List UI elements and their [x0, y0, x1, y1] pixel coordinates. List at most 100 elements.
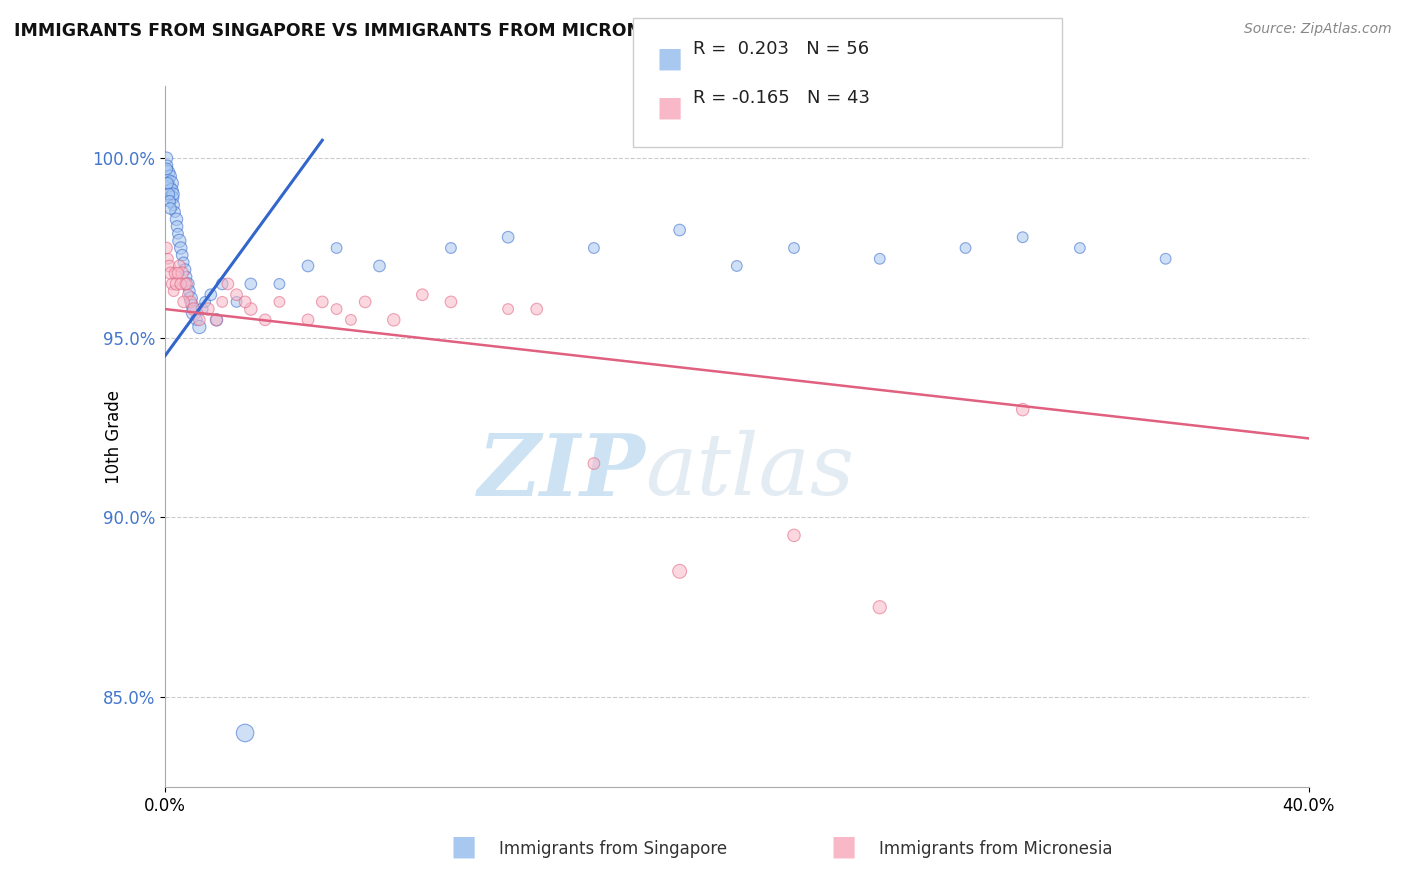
Point: [297, 259, 319, 273]
Point: [180, 294, 202, 309]
Point: [496, 230, 519, 244]
Point: [174, 262, 197, 277]
Point: [191, 301, 214, 316]
Point: [354, 294, 377, 309]
Text: ■: ■: [451, 833, 477, 861]
Text: ZIP: ZIP: [478, 430, 645, 514]
Point: [156, 158, 179, 172]
Text: ■: ■: [831, 833, 856, 861]
Point: [174, 277, 197, 291]
Point: [166, 277, 188, 291]
Point: [205, 313, 228, 327]
Point: [382, 313, 405, 327]
Text: ■: ■: [657, 45, 683, 72]
Point: [205, 313, 228, 327]
Point: [325, 301, 347, 316]
Point: [194, 294, 217, 309]
Point: [173, 294, 195, 309]
Point: [269, 277, 291, 291]
Point: [157, 180, 180, 194]
Point: [1154, 252, 1177, 266]
Point: [526, 301, 548, 316]
Point: [440, 241, 463, 255]
Point: [239, 277, 262, 291]
Point: [157, 259, 180, 273]
Point: [159, 266, 181, 280]
Point: [668, 564, 690, 578]
Point: [166, 219, 188, 234]
Point: [217, 277, 239, 291]
Point: [1069, 241, 1091, 255]
Point: [183, 306, 205, 320]
Point: [156, 165, 179, 179]
Point: [254, 313, 277, 327]
Text: Immigrants from Micronesia: Immigrants from Micronesia: [879, 840, 1112, 858]
Point: [157, 187, 180, 202]
Text: R = -0.165   N = 43: R = -0.165 N = 43: [693, 89, 870, 107]
Point: [440, 294, 463, 309]
Point: [233, 726, 256, 740]
Point: [159, 202, 181, 216]
Point: [180, 291, 202, 305]
Point: [411, 287, 433, 301]
Point: [869, 600, 891, 615]
Point: [197, 301, 219, 316]
Point: [582, 457, 605, 471]
Point: [368, 259, 391, 273]
Point: [159, 177, 181, 191]
Text: R =  0.203   N = 56: R = 0.203 N = 56: [693, 40, 869, 58]
Point: [496, 301, 519, 316]
Text: 10th Grade: 10th Grade: [104, 390, 122, 483]
Point: [160, 191, 183, 205]
Point: [955, 241, 977, 255]
Point: [233, 294, 256, 309]
Point: [176, 269, 198, 284]
Point: [167, 227, 190, 241]
Point: [172, 266, 194, 280]
Point: [188, 320, 211, 334]
Point: [783, 241, 806, 255]
Point: [162, 187, 184, 202]
Point: [181, 298, 204, 312]
Text: IMMIGRANTS FROM SINGAPORE VS IMMIGRANTS FROM MICRONESIA 10TH GRADE CORRELATION C: IMMIGRANTS FROM SINGAPORE VS IMMIGRANTS …: [14, 22, 1031, 40]
Point: [172, 248, 194, 262]
Point: [173, 255, 195, 269]
Point: [159, 194, 181, 209]
Point: [200, 287, 222, 301]
Text: atlas: atlas: [645, 430, 855, 513]
Point: [176, 277, 198, 291]
Point: [1011, 230, 1033, 244]
Point: [160, 277, 183, 291]
Text: Immigrants from Singapore: Immigrants from Singapore: [499, 840, 727, 858]
Point: [186, 313, 208, 327]
Point: [156, 161, 179, 176]
Point: [340, 313, 363, 327]
Point: [167, 266, 190, 280]
Point: [155, 151, 177, 165]
Point: [211, 294, 233, 309]
Text: ■: ■: [657, 94, 683, 121]
Point: [162, 284, 184, 298]
Point: [177, 277, 200, 291]
Point: [225, 294, 247, 309]
Point: [156, 177, 179, 191]
Text: Source: ZipAtlas.com: Source: ZipAtlas.com: [1244, 22, 1392, 37]
Point: [297, 313, 319, 327]
Point: [169, 259, 191, 273]
Point: [211, 277, 233, 291]
Point: [1011, 402, 1033, 417]
Point: [165, 205, 187, 219]
Point: [269, 294, 291, 309]
Point: [156, 252, 179, 266]
Point: [225, 287, 247, 301]
Point: [783, 528, 806, 542]
Point: [169, 234, 191, 248]
Point: [155, 241, 177, 255]
Point: [177, 287, 200, 301]
Point: [668, 223, 690, 237]
Point: [162, 198, 184, 212]
Point: [157, 173, 180, 187]
Point: [160, 184, 183, 198]
Point: [869, 252, 891, 266]
Point: [325, 241, 347, 255]
